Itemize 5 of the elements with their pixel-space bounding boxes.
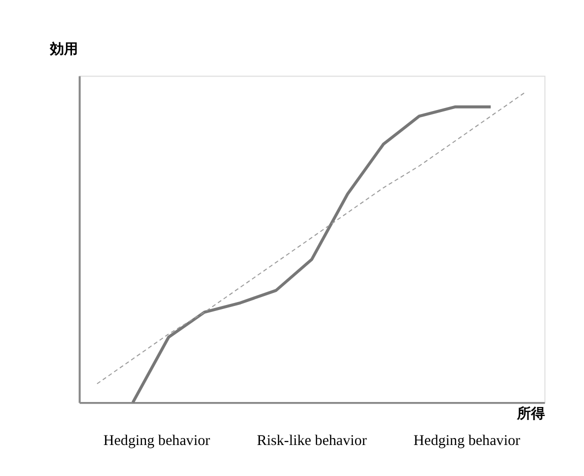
text: Hedging behavior: [414, 432, 520, 449]
text: Hedging behavior: [103, 432, 210, 449]
text: Risk-like behavior: [256, 432, 367, 449]
x-axis-title: 所得: [516, 406, 545, 422]
y-axis-title: 効用: [48, 42, 78, 58]
